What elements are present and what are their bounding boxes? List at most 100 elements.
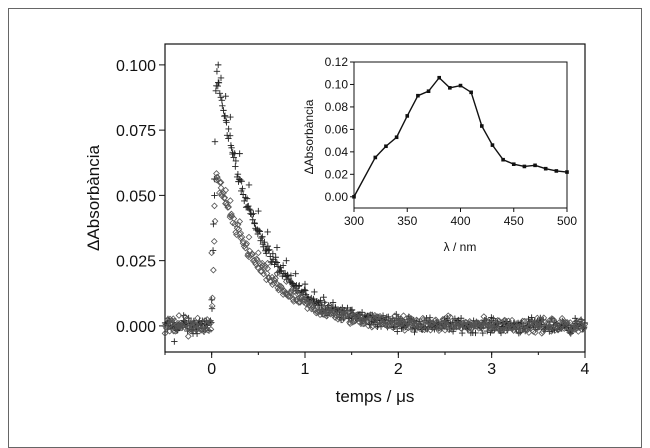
data-point	[226, 197, 234, 204]
data-point	[260, 270, 268, 278]
data-point	[338, 306, 346, 314]
inset-x-tick-label: 350	[397, 214, 417, 228]
data-point	[259, 233, 266, 240]
data-point	[309, 303, 317, 311]
data-point	[237, 176, 244, 184]
data-point	[438, 320, 446, 328]
inset-data-point	[426, 89, 431, 93]
data-point	[192, 325, 200, 333]
data-point	[273, 244, 281, 251]
data-point	[445, 326, 453, 334]
data-point	[337, 309, 344, 317]
data-point	[169, 315, 177, 323]
data-point	[243, 195, 251, 202]
data-point	[443, 321, 451, 328]
data-point	[296, 282, 303, 289]
data-point	[222, 117, 230, 124]
data-point	[230, 215, 238, 222]
data-point	[529, 328, 537, 335]
data-point	[225, 135, 232, 142]
inset-data-point	[565, 170, 569, 174]
data-point	[232, 157, 240, 165]
data-point	[329, 299, 337, 306]
data-point	[194, 323, 202, 331]
data-point	[232, 228, 240, 236]
data-point	[264, 259, 272, 267]
data-point	[277, 282, 285, 290]
inset-y-axis-title: ΔAbsorbància	[302, 99, 316, 174]
data-point	[238, 178, 245, 185]
data-point	[225, 203, 232, 211]
data-point	[263, 245, 270, 253]
data-point	[230, 154, 237, 161]
data-point	[358, 309, 366, 316]
x-tick-label: 3	[487, 361, 496, 378]
data-point	[348, 310, 356, 317]
data-point	[544, 321, 552, 328]
data-point	[184, 332, 192, 340]
inset-data-point	[543, 166, 548, 171]
data-point	[323, 312, 330, 320]
data-point	[217, 184, 225, 192]
data-point	[264, 265, 271, 272]
data-point	[528, 314, 535, 321]
data-point	[225, 125, 232, 133]
data-point	[364, 322, 372, 330]
data-point	[502, 327, 509, 335]
data-point	[264, 228, 271, 236]
data-point	[222, 93, 229, 100]
data-point	[531, 329, 539, 336]
data-point	[221, 194, 229, 202]
data-point	[316, 311, 324, 319]
x-tick-label: 1	[301, 361, 310, 378]
data-point	[242, 194, 249, 201]
data-point	[212, 87, 220, 94]
data-point	[218, 97, 226, 104]
data-point	[217, 74, 225, 82]
data-point	[220, 107, 227, 114]
data-point	[213, 173, 221, 181]
data-point	[361, 318, 368, 325]
data-point	[287, 272, 295, 279]
data-point	[211, 202, 218, 210]
data-point	[341, 313, 349, 321]
data-point	[405, 324, 412, 332]
inset-data-point	[373, 155, 378, 160]
data-point	[302, 287, 309, 294]
data-point	[194, 314, 202, 322]
inset-data-point	[490, 143, 495, 147]
main-ticks: 0 1 2 3 4 0.000 0.025 0.050 0.075 0.100	[116, 58, 590, 378]
data-point	[316, 307, 323, 315]
data-point	[251, 220, 258, 227]
data-point	[245, 181, 253, 189]
data-point	[435, 324, 442, 332]
data-point	[222, 186, 230, 194]
data-point	[352, 317, 359, 325]
inset-series	[352, 75, 569, 199]
data-point	[210, 266, 217, 274]
data-point	[250, 210, 257, 217]
data-point	[239, 185, 246, 192]
data-point	[266, 246, 273, 253]
data-point	[578, 326, 586, 333]
data-point	[311, 288, 318, 296]
data-point	[308, 305, 315, 313]
data-point	[168, 317, 176, 325]
data-point	[295, 282, 303, 290]
inset-data-point	[384, 144, 388, 149]
data-point	[195, 319, 203, 327]
data-point	[581, 321, 589, 328]
inset-y-tick-label: 0.10	[325, 77, 349, 91]
data-point	[459, 319, 467, 327]
data-point	[534, 319, 542, 327]
data-point	[463, 324, 471, 332]
main-data-points	[161, 61, 589, 345]
data-point	[423, 325, 431, 333]
inset-data-point	[416, 93, 420, 98]
data-point	[357, 312, 365, 319]
data-point	[327, 302, 334, 310]
y-tick-label: 0.050	[116, 188, 156, 205]
data-point	[373, 323, 381, 330]
data-point	[475, 324, 483, 332]
data-point	[189, 330, 197, 337]
